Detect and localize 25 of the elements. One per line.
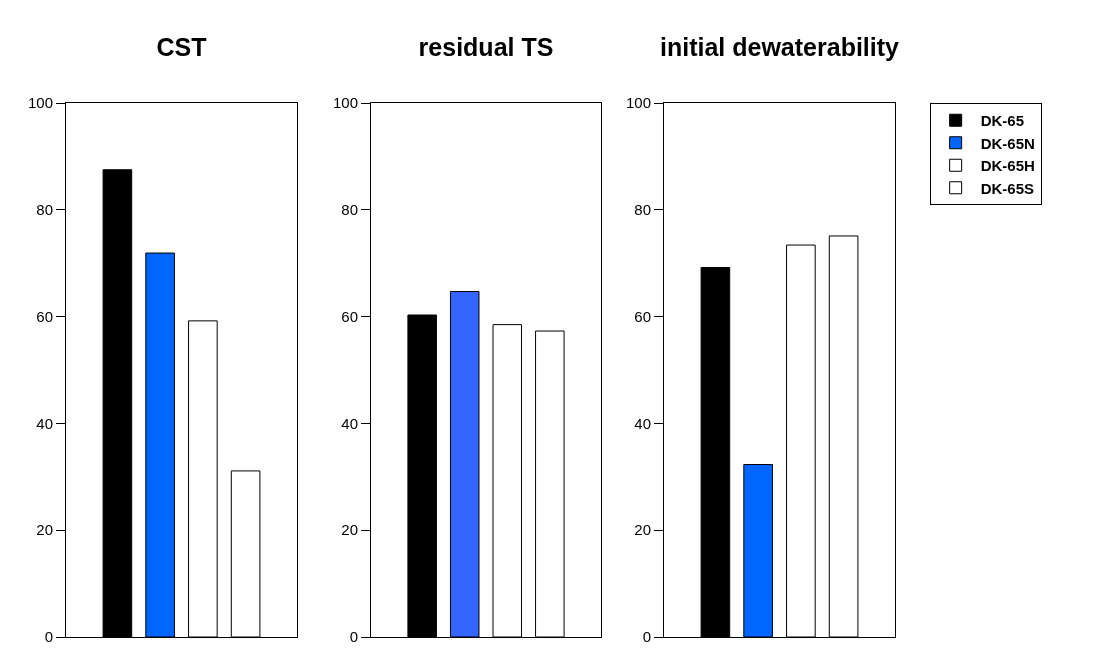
y-tick-label: 100 [332,94,358,112]
y-tick-label: 80 [36,201,53,219]
y-tick-label: 100 [27,94,53,112]
y-tick-label: 20 [341,521,358,539]
y-tick-label: 0 [44,628,53,646]
legend-label: DK-65N [980,134,1035,152]
y-tick-label: 60 [634,307,651,325]
y-tick-label: 40 [634,414,651,432]
y-tick-label: 80 [634,201,651,219]
y-tick-label: 0 [349,628,358,646]
y-tick-label: 60 [341,307,358,325]
y-tick-label: 100 [625,94,651,112]
legend-label: DK-65 [980,112,1025,130]
legend-label: DK-65S [980,179,1035,197]
y-tick-label: 0 [642,628,651,646]
y-tick-label: 20 [36,521,53,539]
y-tick-label: 60 [36,307,53,325]
y-tick-label: 40 [36,414,53,432]
legend-label: DK-65H [980,157,1035,175]
y-tick-label: 80 [341,201,358,219]
y-tick-label: 20 [634,521,651,539]
y-tick-label: 40 [341,414,358,432]
chart-title: initial dewaterability [660,32,900,61]
chart-title: residual TS [418,32,554,61]
chart-title: CST [156,32,207,61]
